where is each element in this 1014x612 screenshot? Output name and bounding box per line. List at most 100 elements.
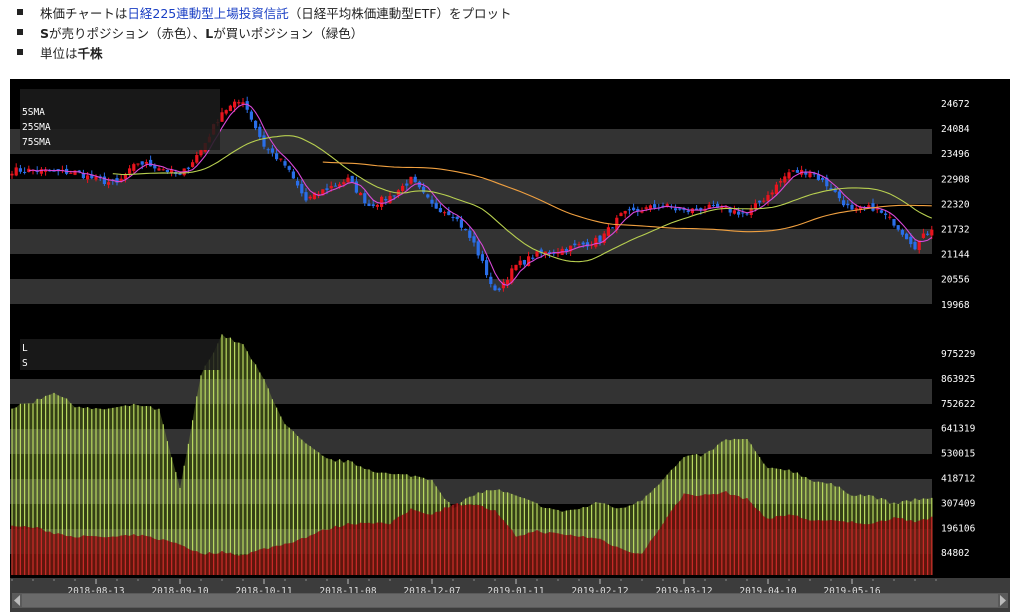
price-tick-label: 24672 xyxy=(941,99,970,110)
candle-body xyxy=(14,167,18,176)
candle-body xyxy=(653,204,657,208)
volume-tick-label: 196106 xyxy=(941,523,976,534)
candle-body xyxy=(258,126,262,137)
candle-body xyxy=(371,204,375,207)
candle-body xyxy=(44,169,48,172)
candle-body xyxy=(493,285,497,291)
candle-body xyxy=(438,208,442,213)
candle-body xyxy=(447,211,451,216)
candle-body xyxy=(119,178,123,182)
candle-body xyxy=(157,168,161,171)
candle-body xyxy=(434,202,438,209)
candle-body xyxy=(191,162,195,167)
legend-25sma: 25SMA xyxy=(22,122,51,133)
candle-body xyxy=(665,204,669,207)
x-tick-label: 2018-09-10 xyxy=(151,586,208,597)
candle-body xyxy=(648,205,652,210)
candle-body xyxy=(392,195,396,197)
candle-body xyxy=(333,185,337,187)
candle-body xyxy=(279,158,283,160)
candle-body xyxy=(900,230,904,235)
candle-body xyxy=(930,229,934,236)
candle-body xyxy=(501,282,505,289)
candle-body xyxy=(199,150,203,156)
price-tick-label: 24084 xyxy=(941,124,970,135)
note-text: が買いポジション（緑色） xyxy=(213,26,364,41)
candle-body xyxy=(585,242,589,247)
candle-body xyxy=(220,112,224,122)
candle-body xyxy=(804,171,808,175)
candle-body xyxy=(342,182,346,185)
arrow-right-icon[interactable] xyxy=(1000,595,1006,606)
candle-body xyxy=(23,171,27,173)
candle-body xyxy=(854,208,858,210)
x-tick-label: 2018-12-07 xyxy=(403,586,460,597)
candle-body xyxy=(346,177,350,183)
candle-body xyxy=(489,276,493,284)
grid-band xyxy=(10,279,932,304)
candle-body xyxy=(52,170,56,172)
scrollbar-thumb[interactable] xyxy=(22,594,998,607)
note-text: が売りポジション（赤色）、 xyxy=(49,26,206,41)
candle-body xyxy=(615,217,619,230)
candle-body xyxy=(283,161,287,166)
candle-body xyxy=(623,211,627,214)
candle-body xyxy=(791,170,795,172)
candle-body xyxy=(90,174,94,179)
candle-body xyxy=(879,210,883,213)
legend-long: L xyxy=(22,343,28,354)
x-tick-label: 2019-04-10 xyxy=(739,586,796,597)
price-tick-label: 22908 xyxy=(941,174,970,185)
candle-body xyxy=(443,212,447,214)
candle-body xyxy=(359,192,363,196)
candle-body xyxy=(871,203,875,211)
candle-body xyxy=(401,185,405,192)
candle-body xyxy=(518,260,522,266)
candle-body xyxy=(812,173,816,175)
candle-body xyxy=(606,227,610,236)
candle-body xyxy=(304,192,308,201)
candle-body xyxy=(833,188,837,192)
x-tick-label: 2019-01-11 xyxy=(487,586,544,597)
candle-body xyxy=(417,181,421,188)
candle-body xyxy=(266,149,270,151)
arrow-left-icon[interactable] xyxy=(14,595,20,606)
candle-body xyxy=(728,208,732,213)
volume-tick-label: 530015 xyxy=(941,449,975,460)
candle-body xyxy=(858,207,862,210)
candle-body xyxy=(132,164,136,171)
candle-body xyxy=(464,228,468,231)
candle-body xyxy=(611,227,615,229)
candle-body xyxy=(459,219,463,228)
candle-body xyxy=(485,260,489,276)
sma5-line xyxy=(28,103,933,286)
candle-body xyxy=(254,120,258,129)
candle-body xyxy=(363,193,367,204)
note-1: 株価チャートは日経225連動型上場投資信託（日経平均株価連動型ETF）をプロット xyxy=(16,3,511,22)
volume-tick-label: 418712 xyxy=(941,474,975,485)
note-text: 株価チャートは xyxy=(40,6,128,21)
candle-body xyxy=(380,196,384,207)
candle-body xyxy=(514,264,518,271)
etf-link[interactable]: 日経225連動型上場投資信託 xyxy=(127,6,289,21)
candle-body xyxy=(350,175,354,183)
candle-body xyxy=(888,216,892,218)
candle-body xyxy=(186,167,190,169)
candle-body xyxy=(884,213,888,215)
legend-short: S xyxy=(22,358,28,369)
candle-body xyxy=(678,208,682,210)
x-tick-label: 2019-02-12 xyxy=(571,586,628,597)
candle-body xyxy=(405,183,409,186)
candle-body xyxy=(564,248,568,252)
candle-body xyxy=(552,252,556,254)
candle-body xyxy=(598,235,602,243)
candle-body xyxy=(720,206,724,209)
candle-body xyxy=(178,173,182,175)
candle-body xyxy=(476,241,480,256)
candle-body xyxy=(682,208,686,211)
volume-tick-label: 84802 xyxy=(941,548,970,559)
candle-body xyxy=(245,101,249,110)
candle-body xyxy=(107,182,111,185)
price-tick-label: 23496 xyxy=(941,149,970,160)
grid-band xyxy=(10,379,932,404)
